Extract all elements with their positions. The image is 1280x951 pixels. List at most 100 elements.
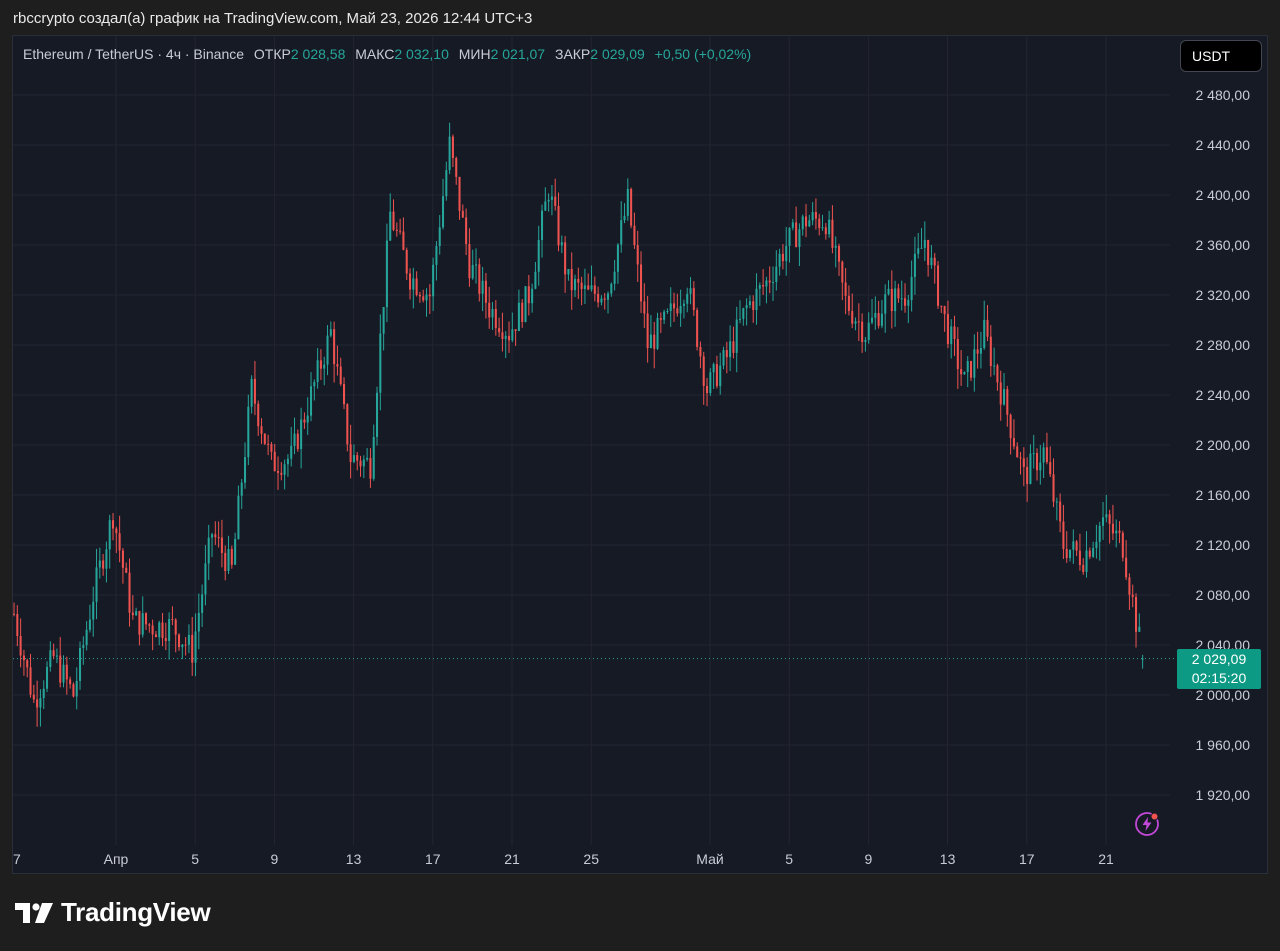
candle-body: [946, 314, 949, 345]
candle-body: [69, 679, 72, 685]
candle-body: [389, 211, 392, 241]
time-tick-label: 17: [1019, 851, 1035, 867]
candle-body: [923, 239, 926, 248]
candle-body: [973, 349, 976, 378]
candle-body: [105, 549, 108, 569]
candle-body: [1131, 594, 1134, 597]
current-price-value: 2 029,09: [1191, 651, 1247, 667]
candle-body: [613, 271, 616, 284]
candle-body: [824, 227, 827, 235]
candle-body: [814, 211, 817, 219]
candle-body: [616, 244, 619, 272]
candle-body: [346, 404, 349, 445]
candle-body: [442, 196, 445, 228]
candle-body: [79, 648, 82, 681]
candle-body: [960, 369, 963, 375]
candle-body: [682, 303, 685, 306]
candle-body: [92, 601, 95, 620]
candle-body: [1036, 453, 1039, 471]
candle-body: [1009, 414, 1012, 439]
candle-body: [765, 280, 768, 287]
candle-body: [699, 346, 702, 357]
candle-body: [953, 326, 956, 339]
candle-body: [963, 372, 966, 375]
time-tick-label: 25: [583, 851, 599, 867]
candle-body: [649, 334, 652, 349]
candle-body: [722, 350, 725, 366]
candle-body: [643, 301, 646, 314]
candle-body: [547, 199, 550, 202]
lightning-alert-icon[interactable]: [1133, 810, 1161, 838]
time-tick-label: Апр: [104, 851, 129, 867]
candle-body: [976, 349, 979, 354]
candle-body: [993, 365, 996, 367]
candle-body: [775, 266, 778, 283]
candle-body: [425, 294, 428, 301]
candle-body: [1049, 462, 1052, 475]
candle-body: [828, 219, 831, 235]
candle-body: [610, 283, 613, 294]
brand-footer[interactable]: TradingView: [15, 897, 211, 928]
candle-body: [88, 619, 91, 630]
candle-body: [857, 321, 860, 323]
candle-body: [887, 288, 890, 295]
candle-body: [22, 655, 25, 661]
candle-body: [488, 302, 491, 318]
candle-body: [524, 286, 527, 322]
open-value: 2 028,58: [290, 46, 346, 62]
candle-body: [1108, 514, 1111, 524]
candle-body: [359, 460, 362, 467]
brand-name: TradingView: [61, 897, 211, 927]
candle-body: [112, 520, 115, 529]
tradingview-logo-icon: [15, 902, 53, 923]
candle-body: [145, 613, 148, 625]
candle-body: [785, 245, 788, 262]
candle-body: [468, 244, 471, 279]
price-tick-label: 2 080,00: [1196, 587, 1251, 603]
candle-body: [26, 660, 29, 668]
chart-panel[interactable]: [12, 35, 1268, 874]
candle-body: [1088, 550, 1091, 557]
candle-body: [326, 335, 329, 365]
candle-body: [95, 567, 98, 602]
time-tick-label: 9: [271, 851, 279, 867]
candle-body: [310, 386, 313, 416]
candle-body: [29, 667, 32, 695]
candle-body: [372, 436, 375, 479]
candle-body: [1045, 447, 1048, 463]
candle-body: [253, 378, 256, 404]
candle-body: [121, 550, 124, 568]
candle-body: [1135, 596, 1138, 632]
low-label: МИН: [458, 46, 491, 62]
candle-body: [917, 248, 920, 254]
candle-body: [1016, 446, 1019, 458]
candle-body: [1059, 501, 1062, 522]
candle-body: [471, 265, 474, 279]
candle-body: [679, 305, 682, 314]
candle-body: [329, 329, 332, 336]
price-tick-label: 2 240,00: [1196, 387, 1251, 403]
candle-body: [527, 286, 530, 304]
candle-body: [82, 645, 85, 649]
candle-body: [293, 433, 296, 446]
candle-body: [244, 457, 247, 483]
currency-button[interactable]: USDT: [1180, 40, 1262, 72]
candle-body: [511, 329, 514, 341]
candle-body: [742, 308, 745, 319]
candle-body: [501, 332, 504, 340]
candle-body: [392, 211, 395, 230]
candle-body: [577, 278, 580, 283]
candle-body: [531, 288, 534, 304]
symbol-name[interactable]: Ethereum / TetherUS · 4ч · Binance: [23, 46, 245, 62]
candle-body: [313, 382, 316, 387]
candle-body: [1115, 530, 1118, 534]
candle-body: [653, 334, 656, 349]
candle-body: [663, 311, 666, 320]
candle-body: [385, 240, 388, 308]
candle-body: [956, 338, 959, 370]
candle-body: [336, 364, 339, 367]
candle-body: [1029, 453, 1032, 484]
candle-body: [907, 300, 910, 306]
candle-body: [475, 264, 478, 266]
